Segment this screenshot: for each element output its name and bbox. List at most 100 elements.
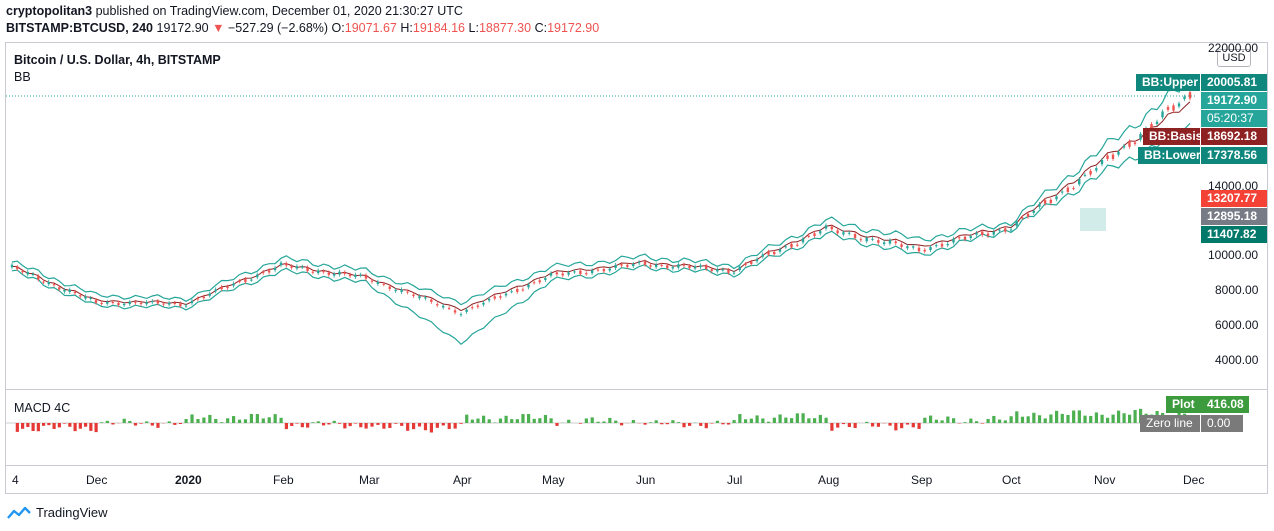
- candle-body: [784, 246, 787, 248]
- macd-pane[interactable]: [5, 390, 1268, 466]
- candle-body: [871, 238, 874, 240]
- macd-bar: [715, 420, 720, 423]
- macd-bar: [133, 423, 138, 426]
- macd-bar: [487, 419, 491, 423]
- macd-bar: [279, 417, 283, 423]
- macd-bar: [510, 419, 514, 423]
- macd-bar: [807, 418, 811, 423]
- candle-body: [52, 284, 56, 286]
- macd-bar: [721, 423, 725, 425]
- candle-body: [179, 303, 182, 307]
- macd-bar: [63, 423, 67, 424]
- candle-body: [47, 281, 50, 285]
- price-tick: 14000.00: [1208, 179, 1259, 193]
- candle-body: [68, 289, 71, 292]
- macd-bar: [332, 420, 336, 423]
- macd-bar: [596, 421, 600, 423]
- candle-body: [602, 268, 606, 272]
- macd-bar: [68, 423, 72, 427]
- candle-body: [573, 271, 576, 273]
- macd-bar: [732, 420, 736, 423]
- macd-bar: [337, 423, 342, 424]
- candle-body: [585, 273, 588, 275]
- macd-bar: [388, 423, 392, 428]
- macd-bar: [590, 417, 594, 423]
- candle-body: [244, 278, 247, 283]
- macd-bar: [394, 423, 398, 424]
- candle-body: [1060, 191, 1064, 193]
- macd-bar: [459, 423, 463, 424]
- candle-body: [162, 303, 165, 305]
- macd-bar: [608, 417, 612, 423]
- candle-body: [824, 225, 828, 229]
- candle-body: [626, 264, 629, 267]
- macd-bar: [946, 416, 950, 423]
- symbol-label: BITSTAMP:BTCUSD, 240: [6, 21, 154, 35]
- macd-bar: [830, 423, 834, 431]
- time-label: Oct: [1002, 473, 1021, 487]
- macd-bar: [567, 419, 571, 423]
- time-label: Jun: [636, 473, 656, 487]
- macd-bar: [423, 423, 428, 431]
- macd-bar: [150, 423, 154, 426]
- bb-basis-line: [11, 101, 1191, 312]
- candle-body: [476, 305, 480, 307]
- candle-body: [620, 264, 623, 266]
- candle-body: [348, 274, 352, 277]
- macd-bar: [1117, 410, 1121, 423]
- candle-body: [1150, 124, 1153, 129]
- macd-bar: [1106, 417, 1110, 423]
- candle-body: [710, 269, 713, 272]
- macd-bar: [435, 423, 439, 428]
- candle-body: [100, 302, 103, 304]
- candle-body: [359, 274, 362, 276]
- bb-legend[interactable]: BB: [14, 70, 31, 84]
- time-axis[interactable]: [5, 466, 1268, 494]
- currency-button[interactable]: USD: [1217, 49, 1251, 67]
- candle-body: [750, 261, 753, 264]
- macd-bar: [73, 423, 77, 432]
- publisher-name[interactable]: cryptopolitan3: [6, 4, 93, 18]
- macd-bar: [1049, 414, 1053, 423]
- bb-lower-tag-label: BB:Lower: [1138, 147, 1201, 164]
- macd-bar: [643, 423, 647, 425]
- macd-bar: [620, 423, 624, 426]
- macd-legend[interactable]: MACD 4C: [14, 401, 71, 415]
- candle-body: [682, 264, 686, 266]
- price-tick: 6000.00: [1215, 318, 1259, 332]
- macd-bar: [865, 421, 869, 423]
- macd-bar: [84, 423, 88, 427]
- candle-body: [732, 272, 736, 274]
- candle-body: [693, 266, 697, 269]
- level-tag-mid: 12895.18: [1201, 208, 1267, 225]
- candle-body: [813, 233, 816, 236]
- candle-body: [579, 270, 582, 274]
- brand-name: TradingView: [36, 505, 108, 520]
- macd-bar: [316, 421, 320, 423]
- price-pane[interactable]: [5, 42, 1268, 390]
- candle-body: [906, 246, 909, 249]
- candle-body: [1055, 196, 1058, 200]
- candle-body: [267, 270, 271, 273]
- macd-bar: [853, 423, 857, 429]
- candle-body: [418, 296, 421, 299]
- candle-body: [532, 282, 536, 284]
- macd-bar: [36, 423, 40, 432]
- macd-bar: [417, 423, 422, 427]
- price-tag: 19172.90: [1201, 92, 1267, 109]
- candle-body: [10, 264, 14, 268]
- bb-lower-line: [11, 122, 1191, 345]
- macd-bar: [220, 422, 224, 423]
- candle-body: [544, 277, 547, 280]
- candle-body: [773, 251, 776, 255]
- time-label: Jul: [727, 473, 743, 487]
- macd-bar: [676, 422, 681, 423]
- macd-bar: [202, 417, 206, 423]
- macd-bar: [682, 423, 686, 428]
- candle-body: [111, 301, 115, 303]
- tradingview-logo[interactable]: TradingView: [6, 505, 108, 520]
- price-tick: 4000.00: [1215, 353, 1259, 367]
- macd-bar: [184, 419, 188, 423]
- macd-bar: [311, 422, 315, 423]
- candle-body: [555, 272, 559, 275]
